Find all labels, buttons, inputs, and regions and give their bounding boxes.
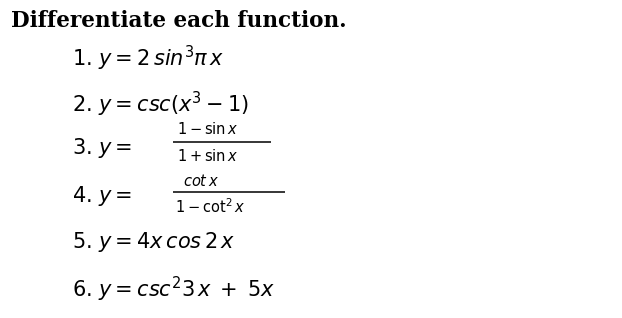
Text: Differentiate each function.: Differentiate each function. [11,10,347,31]
Text: $1-\sin x$: $1-\sin x$ [177,121,239,137]
Text: 2. $y = \mathit{csc}( x^3 - 1)$: 2. $y = \mathit{csc}( x^3 - 1)$ [72,90,249,119]
Text: $\mathit{cot}\, x$: $\mathit{cot}\, x$ [183,173,220,189]
Text: 3. $y = $: 3. $y = $ [72,136,132,160]
Text: 6. $y = \mathit{csc}^2 3\, x \;+\; 5x$: 6. $y = \mathit{csc}^2 3\, x \;+\; 5x$ [72,275,274,304]
Text: 1. $y = 2\,\mathit{sin}^3 \pi\, x$: 1. $y = 2\,\mathit{sin}^3 \pi\, x$ [72,44,224,73]
Text: $1-\cot^2 x$: $1-\cot^2 x$ [175,197,245,216]
Text: $1+\sin x$: $1+\sin x$ [177,148,239,164]
Text: 4. $y = $: 4. $y = $ [72,183,132,208]
Text: 5. $y = 4x\, \mathit{cos}\, 2\, x$: 5. $y = 4x\, \mathit{cos}\, 2\, x$ [72,230,234,254]
